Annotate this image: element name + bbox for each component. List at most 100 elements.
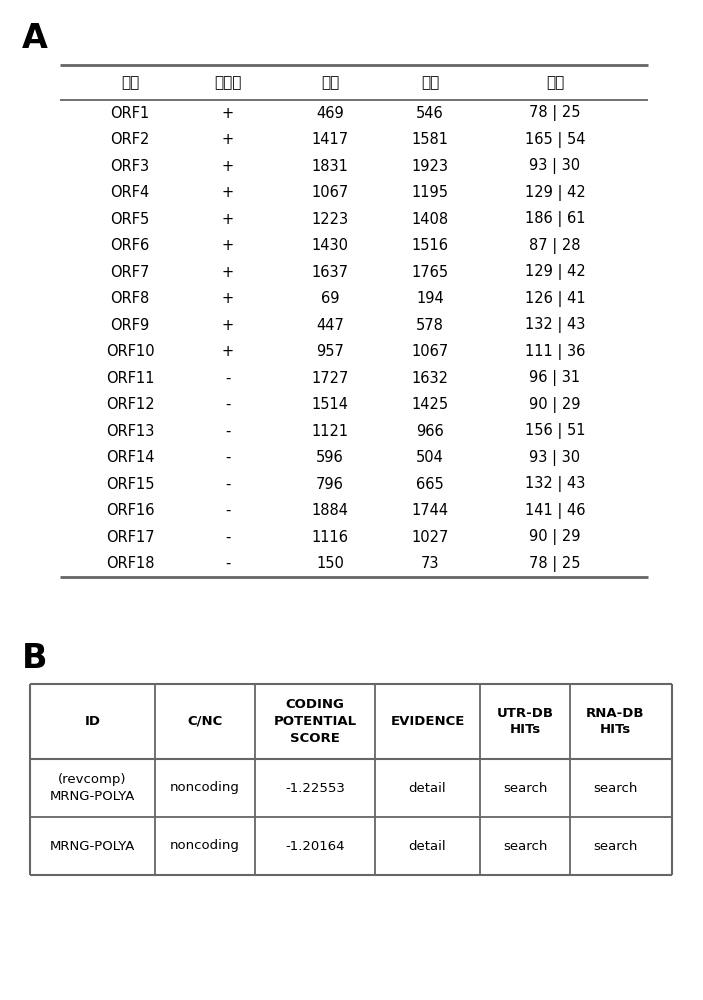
Text: ORF17: ORF17 bbox=[105, 530, 155, 545]
Text: search: search bbox=[503, 840, 547, 852]
Text: 1632: 1632 bbox=[411, 371, 449, 386]
Text: 150: 150 bbox=[316, 556, 344, 571]
Text: 665: 665 bbox=[416, 477, 444, 492]
Text: (revcomp)
MRNG-POLYA: (revcomp) MRNG-POLYA bbox=[50, 773, 135, 803]
Text: 1884: 1884 bbox=[311, 503, 349, 518]
Text: 186 | 61: 186 | 61 bbox=[524, 211, 586, 227]
Text: noncoding: noncoding bbox=[170, 782, 240, 794]
Text: 796: 796 bbox=[316, 477, 344, 492]
Text: +: + bbox=[222, 212, 234, 227]
Text: ORF13: ORF13 bbox=[106, 424, 154, 439]
Text: ORF1: ORF1 bbox=[110, 106, 150, 121]
Text: ORF7: ORF7 bbox=[110, 265, 150, 280]
Text: 141 | 46: 141 | 46 bbox=[524, 503, 586, 519]
Text: ORF14: ORF14 bbox=[105, 450, 154, 465]
Text: +: + bbox=[222, 132, 234, 147]
Text: 1223: 1223 bbox=[311, 212, 349, 227]
Text: ORF16: ORF16 bbox=[105, 503, 154, 518]
Text: search: search bbox=[503, 782, 547, 794]
Text: +: + bbox=[222, 265, 234, 280]
Text: 132 | 43: 132 | 43 bbox=[525, 476, 585, 492]
Text: 90 | 29: 90 | 29 bbox=[529, 529, 581, 545]
Text: ORF2: ORF2 bbox=[110, 132, 150, 147]
Text: ORF18: ORF18 bbox=[105, 556, 154, 571]
Text: +: + bbox=[222, 318, 234, 333]
Text: 447: 447 bbox=[316, 318, 344, 333]
Text: 194: 194 bbox=[416, 291, 444, 306]
Text: search: search bbox=[593, 782, 637, 794]
Text: A: A bbox=[22, 22, 48, 55]
Text: 1425: 1425 bbox=[411, 397, 449, 412]
Text: +: + bbox=[222, 344, 234, 359]
Text: 93 | 30: 93 | 30 bbox=[529, 450, 581, 466]
Text: ORF11: ORF11 bbox=[105, 371, 154, 386]
Text: 596: 596 bbox=[316, 450, 344, 465]
Text: 1923: 1923 bbox=[411, 159, 449, 174]
Text: 73: 73 bbox=[421, 556, 439, 571]
Text: ORF4: ORF4 bbox=[110, 185, 150, 200]
Text: detail: detail bbox=[408, 782, 446, 794]
Text: ORF5: ORF5 bbox=[110, 212, 150, 227]
Text: 111 | 36: 111 | 36 bbox=[525, 344, 585, 360]
Text: 90 | 29: 90 | 29 bbox=[529, 397, 581, 413]
Text: +: + bbox=[222, 159, 234, 174]
Text: B: B bbox=[22, 642, 48, 675]
Text: 1408: 1408 bbox=[411, 212, 449, 227]
Text: 93 | 30: 93 | 30 bbox=[529, 158, 581, 174]
Text: 578: 578 bbox=[416, 318, 444, 333]
Text: ORF3: ORF3 bbox=[110, 159, 150, 174]
Text: 78 | 25: 78 | 25 bbox=[529, 105, 581, 121]
Text: 469: 469 bbox=[316, 106, 344, 121]
Text: 966: 966 bbox=[416, 424, 444, 439]
Text: 504: 504 bbox=[416, 450, 444, 465]
Text: 1581: 1581 bbox=[411, 132, 449, 147]
Text: 1727: 1727 bbox=[311, 371, 349, 386]
Text: search: search bbox=[593, 840, 637, 852]
Text: ORF12: ORF12 bbox=[105, 397, 155, 412]
Text: +: + bbox=[222, 291, 234, 306]
Text: -: - bbox=[226, 503, 231, 518]
Text: ORF10: ORF10 bbox=[105, 344, 155, 359]
Text: 1765: 1765 bbox=[411, 265, 449, 280]
Text: 标签: 标签 bbox=[121, 75, 139, 90]
Text: 96 | 31: 96 | 31 bbox=[529, 370, 581, 386]
Text: 126 | 41: 126 | 41 bbox=[524, 291, 586, 307]
Text: 1067: 1067 bbox=[411, 344, 449, 359]
Text: 1121: 1121 bbox=[311, 424, 349, 439]
Text: 165 | 54: 165 | 54 bbox=[524, 132, 586, 148]
Text: -: - bbox=[226, 450, 231, 465]
Text: EVIDENCE: EVIDENCE bbox=[390, 715, 465, 728]
Text: 1744: 1744 bbox=[411, 503, 449, 518]
Text: detail: detail bbox=[408, 840, 446, 852]
Text: ORF6: ORF6 bbox=[110, 238, 150, 253]
Text: ORF15: ORF15 bbox=[105, 477, 154, 492]
Text: 1067: 1067 bbox=[311, 185, 349, 200]
Text: 87 | 28: 87 | 28 bbox=[529, 238, 581, 254]
Text: 1195: 1195 bbox=[411, 185, 449, 200]
Text: RNA-DB
HITs: RNA-DB HITs bbox=[586, 707, 644, 736]
Text: +: + bbox=[222, 185, 234, 200]
Text: MRNG-POLYA: MRNG-POLYA bbox=[50, 840, 135, 852]
Text: 129 | 42: 129 | 42 bbox=[524, 185, 586, 201]
Text: -: - bbox=[226, 556, 231, 571]
Text: 1516: 1516 bbox=[411, 238, 449, 253]
Text: -: - bbox=[226, 477, 231, 492]
Text: C/NC: C/NC bbox=[188, 715, 223, 728]
Text: 546: 546 bbox=[416, 106, 444, 121]
Text: 1116: 1116 bbox=[311, 530, 349, 545]
Text: -1.22553: -1.22553 bbox=[285, 782, 345, 794]
Text: 1027: 1027 bbox=[411, 530, 449, 545]
Text: 正负链: 正负链 bbox=[214, 75, 242, 90]
Text: 957: 957 bbox=[316, 344, 344, 359]
Text: 69: 69 bbox=[321, 291, 340, 306]
Text: ID: ID bbox=[84, 715, 101, 728]
Text: -: - bbox=[226, 530, 231, 545]
Text: 开始: 开始 bbox=[321, 75, 339, 90]
Text: 长度: 长度 bbox=[546, 75, 564, 90]
Text: 132 | 43: 132 | 43 bbox=[525, 317, 585, 333]
Text: noncoding: noncoding bbox=[170, 840, 240, 852]
Text: -: - bbox=[226, 371, 231, 386]
Text: 结束: 结束 bbox=[421, 75, 439, 90]
Text: +: + bbox=[222, 106, 234, 121]
Text: 1514: 1514 bbox=[311, 397, 349, 412]
